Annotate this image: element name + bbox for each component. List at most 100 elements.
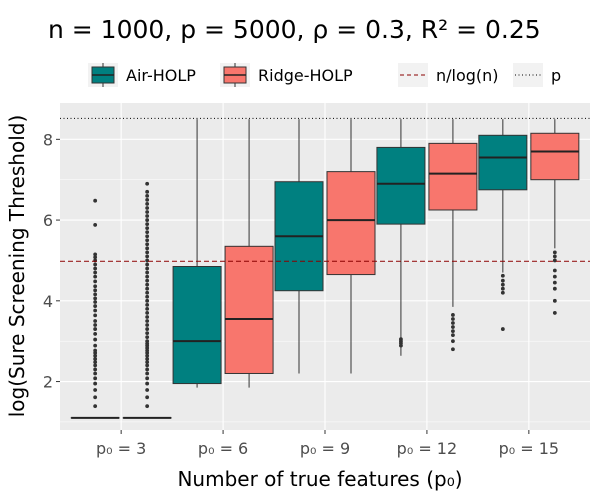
outlier-point (451, 339, 455, 344)
y-tick-label: 2 (43, 373, 53, 392)
outlier-point (145, 339, 150, 344)
box-body (376, 146, 426, 225)
legend-key-background (513, 63, 543, 87)
outlier-point (145, 286, 150, 291)
outlier-point (93, 357, 98, 361)
box-air-holp-3 (376, 119, 426, 356)
outlier-point (451, 321, 455, 325)
reference-lines (60, 117, 590, 262)
legend-item-air-holp: Air-HOLP (88, 63, 196, 87)
outlier-point (93, 332, 98, 336)
outlier-point (552, 280, 557, 285)
outlier-point (500, 278, 505, 283)
outlier-point (500, 290, 505, 295)
outlier-point (145, 193, 150, 198)
box-air-holp-0 (70, 198, 120, 419)
outlier-point (145, 270, 150, 275)
outlier-point (145, 238, 150, 243)
x-tick-label: p₀ = 6 (198, 439, 248, 458)
box-body (224, 245, 274, 374)
outlier-point (93, 274, 98, 279)
outlier-point (145, 331, 150, 336)
outlier-point (93, 198, 98, 203)
outlier-point (145, 206, 150, 210)
outlier-point (93, 337, 98, 342)
outlier-point (145, 202, 150, 206)
outlier-point (145, 357, 150, 361)
outlier-point (145, 306, 150, 311)
outlier-point (145, 258, 150, 263)
outlier-point (451, 333, 455, 338)
outlier-point (93, 388, 98, 392)
outlier-point (145, 250, 150, 255)
outlier-point (93, 343, 98, 348)
outlier-point (93, 327, 98, 331)
outlier-point (93, 363, 98, 368)
box-body (478, 134, 528, 191)
box-ridge-holp-1 (224, 119, 274, 388)
box-body (326, 171, 376, 276)
outlier-point (145, 315, 150, 319)
outlier-point (145, 242, 150, 247)
outlier-point (93, 304, 98, 308)
outlier-point (145, 367, 150, 372)
box-air-holp-1 (172, 119, 222, 388)
axes: 2 4 6 8 p₀ = 3 p₀ = 6 p₀ = 9 p₀ = 12 p₀ = 15 (43, 130, 559, 458)
box-ridge-holp-4 (530, 119, 580, 315)
x-tick-label: p₀ = 12 (397, 439, 458, 458)
outlier-point (93, 292, 98, 297)
y-axis-title: log(Sure Screening Threshold) (5, 115, 29, 418)
legend-item-ridge-holp: Ridge-HOLP (220, 63, 353, 87)
outlier-point (93, 353, 98, 358)
legend-label: Air-HOLP (126, 66, 196, 85)
box-body (530, 132, 580, 181)
outlier-point (145, 181, 150, 186)
outlier-point (145, 298, 150, 303)
legend-label: n/log(n) (436, 66, 499, 85)
outlier-point (145, 371, 150, 376)
box-ridge-holp-3 (428, 119, 478, 352)
outlier-point (145, 388, 150, 392)
outlier-point (93, 367, 98, 372)
box-air-holp-4 (478, 119, 528, 331)
outlier-point (145, 360, 150, 365)
outlier-point (145, 189, 150, 194)
outlier-point (552, 254, 557, 259)
outlier-point (552, 274, 557, 279)
outlier-point (93, 223, 98, 227)
outlier-point (145, 230, 150, 235)
outlier-point (93, 323, 98, 327)
box-ridge-holp-0 (122, 181, 172, 419)
outlier-point (145, 323, 150, 327)
outlier-point (552, 311, 557, 315)
outlier-point (451, 313, 455, 317)
box-ridge-holp-2 (326, 119, 376, 374)
outlier-point (145, 197, 150, 202)
outlier-point (552, 268, 557, 273)
box-air-holp-2 (274, 119, 324, 374)
outlier-point (399, 337, 403, 342)
outlier-point (93, 279, 98, 284)
outlier-point (500, 327, 505, 331)
outlier-point (145, 282, 150, 287)
box-body (172, 266, 222, 385)
outlier-point (93, 284, 98, 289)
x-tick-label: p₀ = 15 (499, 439, 560, 458)
outlier-point (451, 347, 455, 352)
outlier-point (552, 258, 557, 263)
outlier-point (145, 376, 150, 381)
outlier-point (93, 313, 98, 318)
legend-item-p: p (513, 63, 561, 87)
outlier-point (93, 270, 98, 275)
outlier-point (93, 296, 98, 301)
outlier-point (93, 266, 98, 271)
outlier-point (145, 404, 150, 409)
outlier-point (93, 371, 98, 376)
chart-title: n = 1000, p = 5000, ρ = 0.3, R² = 0.25 (48, 15, 541, 44)
outlier-point (145, 353, 150, 358)
outlier-point (451, 325, 455, 329)
legend-label: Ridge-HOLP (258, 66, 353, 85)
outlier-point (451, 329, 455, 333)
outlier-point (145, 302, 150, 307)
